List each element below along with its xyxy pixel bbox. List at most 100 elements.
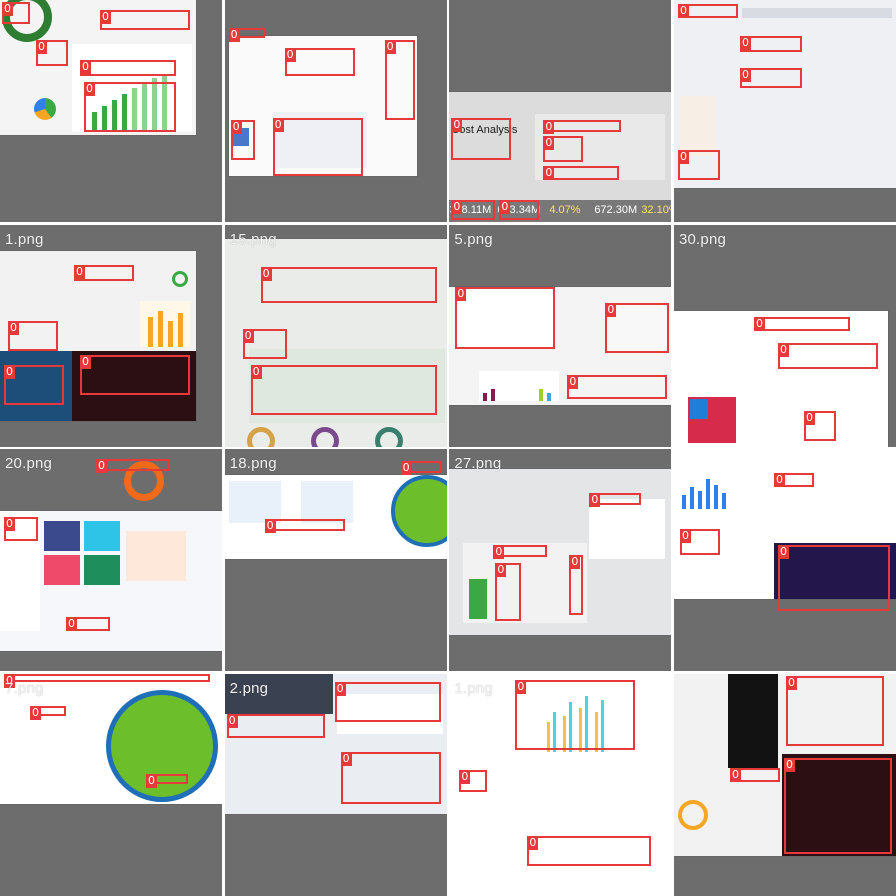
tile-label: 2.png (229, 679, 269, 697)
chart-bar (148, 316, 153, 347)
chart-bar (158, 310, 163, 347)
chart-bar (539, 388, 544, 401)
donut-chart (124, 461, 164, 502)
kpi-value: 672.30M (594, 204, 638, 216)
detection-box: 0 (264, 519, 345, 534)
detection-box: 0 (515, 679, 636, 750)
heatmap-panel (72, 350, 196, 421)
donut-chart (374, 426, 403, 447)
tile-14[interactable]: 2.png 0 0 0 (224, 673, 447, 896)
detection-box: 0 (785, 675, 884, 746)
chart-bar (579, 707, 583, 752)
tile-8[interactable]: 30.png 0 0 0 (673, 224, 896, 447)
detection-box: 0 (455, 286, 556, 349)
dark-header (224, 673, 333, 714)
detection-box: 0 (66, 617, 110, 632)
chart-bar (553, 711, 557, 752)
detection-box: 0 (803, 410, 836, 441)
tile-10[interactable]: 18.png 0 0 (224, 449, 447, 672)
dashboard-screenshot (449, 286, 672, 405)
text-panel (535, 114, 666, 180)
detection-box: 0 (679, 529, 720, 556)
bubble-chart (679, 96, 716, 156)
tile-5[interactable]: 1.png 0 0 0 0 (0, 224, 222, 447)
tile-15[interactable]: 1.png 0 0 0 (449, 673, 672, 896)
card (84, 555, 120, 586)
tile-2[interactable]: 0 0 0 0 0 (224, 0, 447, 222)
chart-bar (547, 721, 551, 752)
card (84, 521, 120, 552)
pie-chart (34, 98, 56, 120)
tile-12[interactable]: 0 0 0 (673, 449, 896, 672)
tile-label: 30.png (678, 230, 727, 248)
report-screenshot (673, 310, 888, 447)
detection-box: 0 (80, 60, 176, 76)
chart-bar (713, 485, 718, 510)
tile-1[interactable]: 0 0 0 0 0 (0, 0, 222, 222)
detection-box: 0 (284, 48, 355, 76)
detection-box: 0 (334, 681, 441, 722)
tile-13[interactable]: 7.png 0 0 0 (0, 673, 222, 896)
detection-box: 0 (777, 545, 890, 612)
dark-panel (0, 350, 72, 421)
detection-box: 0 (677, 4, 738, 18)
chart-bar (595, 711, 599, 752)
area-chart (126, 531, 186, 582)
detection-box: 0 (567, 374, 668, 399)
detection-box: 0 (4, 364, 64, 405)
tile-7[interactable]: 5.png 0 0 0 (449, 224, 672, 447)
card (44, 521, 80, 552)
chart-bar (483, 392, 488, 401)
text-panel (589, 499, 666, 560)
chart-bar (681, 495, 686, 510)
chart-bar (168, 320, 173, 347)
detection-box: 0 (146, 773, 188, 788)
chart-bar (721, 493, 726, 510)
chart-bar (585, 695, 589, 752)
tile-4[interactable]: 0 0 0 0 (673, 0, 896, 222)
detection-box: 0 (605, 302, 670, 353)
detection-box: 0 (242, 328, 287, 359)
detection-box: 0 (36, 40, 68, 66)
detection-box: 0 (260, 266, 437, 303)
detection-box: 0 (230, 120, 255, 160)
detection-box: 0 (384, 40, 415, 120)
detection-box: 0 (499, 200, 540, 220)
detection-box: 0 (543, 166, 620, 180)
detection-box: 0 (783, 757, 892, 854)
tile-16[interactable]: 0 0 0 (673, 673, 896, 896)
detection-box: 0 (226, 713, 325, 738)
tile-11[interactable]: 27.png 0 0 0 0 (449, 449, 672, 672)
detection-box: 0 (84, 82, 176, 132)
chart-bar (547, 392, 552, 401)
video-feed (727, 673, 778, 768)
area-fill (469, 579, 488, 620)
bar-chart-panel (677, 469, 748, 510)
tile-label: 18.png (229, 455, 277, 473)
illustration (300, 481, 353, 524)
tile-6[interactable]: 15.png 0 0 0 (224, 224, 447, 447)
detection-box: 0 (773, 473, 814, 488)
detection-box: 0 (543, 136, 584, 162)
tile-9[interactable]: 20.png 0 0 0 (0, 449, 222, 672)
chart-bar (92, 112, 97, 132)
detection-box: 0 (4, 517, 38, 542)
detection-box: 0 (495, 563, 522, 622)
progress-ring (172, 270, 188, 287)
toolbar (741, 8, 892, 18)
tile-label: 1.png (454, 679, 493, 697)
chart-bar (178, 312, 183, 347)
detection-box: 0 (250, 364, 437, 415)
detection-box: 0 (340, 751, 441, 804)
tile-label: 1.png (5, 230, 44, 248)
detection-box: 0 (569, 555, 584, 616)
detection-box: 0 (2, 2, 30, 24)
detection-box: 0 (451, 118, 512, 160)
detection-box: 0 (96, 459, 170, 474)
area-chart (248, 348, 445, 423)
tile-3[interactable]: Cost Analysis 388.11M 653.34M 4.07% 672.… (449, 0, 672, 222)
chart-bar (689, 487, 694, 510)
card (44, 555, 80, 586)
bar-chart-panel (140, 300, 190, 347)
